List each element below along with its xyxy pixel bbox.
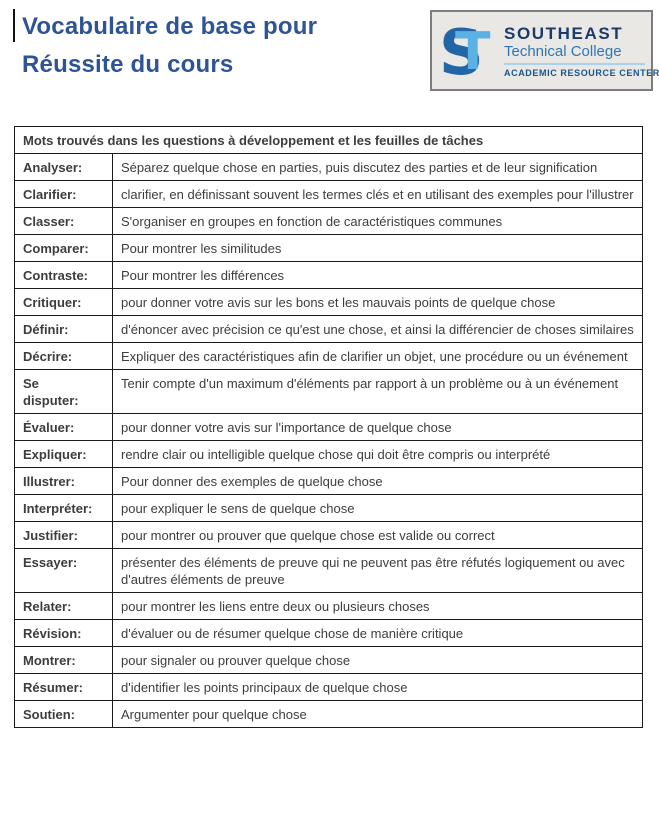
definition-cell: clarifier, en définissant souvent les te…: [112, 180, 643, 208]
table-row: Clarifier: clarifier, en définissant souv…: [14, 180, 643, 208]
term-cell: Illustrer:: [14, 467, 113, 495]
page-title: Vocabulaire de base pour Réussite du cou…: [22, 8, 317, 84]
term-cell: Interpréter:: [14, 494, 113, 522]
definition-cell: pour donner votre avis sur les bons et l…: [112, 288, 643, 316]
definition-cell: Pour montrer les différences: [112, 261, 643, 289]
term-cell: Contraste:: [14, 261, 113, 289]
table-row: Classer: S'organiser en groupes en foncti…: [14, 207, 643, 235]
page-title-line1: Vocabulaire de base pour: [22, 13, 318, 40]
vocab-table-body: Mots trouvés dans les questions à dévelo…: [14, 126, 643, 728]
vocab-table: Mots trouvés dans les questions à dévelo…: [14, 126, 643, 728]
term-cell: Décrire:: [14, 342, 113, 370]
table-row: Illustrer: Pour donner des exemples de qu…: [14, 467, 643, 495]
definition-cell: pour signaler ou prouver quelque chose: [112, 646, 643, 674]
term-cell: Critiquer:: [14, 288, 113, 316]
college-logo: S T SOUTHEAST Technical College ACADEMIC…: [430, 10, 659, 91]
table-row: Analyser: Séparez quelque chose en partie…: [14, 153, 643, 181]
table-row: Expliquer: rendre clair ou intelligible q…: [14, 440, 643, 468]
table-header-cell: Mots trouvés dans les questions à dévelo…: [14, 126, 643, 154]
definition-cell: d'énoncer avec précision ce qu'est une c…: [112, 315, 643, 343]
definition-cell: pour donner votre avis sur l'importance …: [112, 413, 643, 441]
logo-name-technical-college: Technical College: [504, 42, 622, 60]
definition-cell: présenter des éléments de preuve qui ne …: [112, 548, 643, 593]
term-cell: Relater:: [14, 592, 113, 620]
table-row: Essayer: présenter des éléments de preuve…: [14, 548, 643, 593]
term-cell: Révision:: [14, 619, 113, 647]
definition-cell: Séparez quelque chose en parties, puis d…: [112, 153, 643, 181]
table-row: Soutien: Argumenter pour quelque chose: [14, 700, 643, 728]
table-row: Révision: d'évaluer ou de résumer quelque…: [14, 619, 643, 647]
term-cell: Évaluer:: [14, 413, 113, 441]
monogram-t: T: [455, 22, 491, 82]
term-cell: Comparer:: [14, 234, 113, 262]
table-row: Critiquer: pour donner votre avis sur les…: [14, 288, 643, 316]
table-row: Définir: d'énoncer avec précision ce qu'e…: [14, 315, 643, 343]
term-cell: Résumer:: [14, 673, 113, 701]
table-row: Comparer: Pour montrer les similitudes: [14, 234, 643, 262]
table-row: Justifier: pour montrer ou prouver que qu…: [14, 521, 643, 549]
page-title-line2: Réussite du cours: [22, 51, 234, 78]
definition-cell: d'identifier les points principaux de qu…: [112, 673, 643, 701]
definition-cell: Tenir compte d'un maximum d'éléments par…: [112, 369, 643, 414]
table-row: Décrire: Expliquer des caractéristiques a…: [14, 342, 643, 370]
definition-cell: S'organiser en groupes en fonction de ca…: [112, 207, 643, 235]
table-row: Résumer: d'identifier les points principa…: [14, 673, 643, 701]
definition-cell: Pour donner des exemples de quelque chos…: [112, 467, 643, 495]
term-cell: Analyser:: [14, 153, 113, 181]
term-cell: Clarifier:: [14, 180, 113, 208]
term-cell: Essayer:: [14, 548, 113, 593]
table-row: Montrer: pour signaler ou prouver quelque…: [14, 646, 643, 674]
logo-divider: [504, 62, 645, 65]
term-cell: Soutien:: [14, 700, 113, 728]
table-row: Relater: pour montrer les liens entre deu…: [14, 592, 643, 620]
definition-cell: d'évaluer ou de résumer quelque chose de…: [112, 619, 643, 647]
logo-name-southeast: SOUTHEAST: [504, 23, 624, 43]
definition-cell: pour montrer les liens entre deux ou plu…: [112, 592, 643, 620]
definition-cell: pour expliquer le sens de quelque chose: [112, 494, 643, 522]
term-cell: Expliquer:: [14, 440, 113, 468]
table-row: Contraste: Pour montrer les différences: [14, 261, 643, 289]
term-cell: Montrer:: [14, 646, 113, 674]
logo-subtitle: ACADEMIC RESOURCE CENTER: [504, 67, 659, 78]
monogram-s: S: [442, 20, 484, 82]
term-cell: Se disputer:: [14, 369, 113, 414]
table-header-row: Mots trouvés dans les questions à dévelo…: [14, 126, 643, 154]
term-cell: Classer:: [14, 207, 113, 235]
st-monogram-icon: S T: [442, 20, 491, 82]
table-row: Évaluer: pour donner votre avis sur l'imp…: [14, 413, 643, 441]
text-cursor[interactable]: [13, 9, 15, 42]
definition-cell: Expliquer des caractéristiques afin de c…: [112, 342, 643, 370]
table-row: Se disputer: Tenir compte d'un maximum d'…: [14, 369, 643, 414]
definition-cell: rendre clair ou intelligible quelque cho…: [112, 440, 643, 468]
definition-cell: pour montrer ou prouver que quelque chos…: [112, 521, 643, 549]
definition-cell: Argumenter pour quelque chose: [112, 700, 643, 728]
term-cell: Justifier:: [14, 521, 113, 549]
logo-text-block: SOUTHEAST Technical College ACADEMIC RES…: [504, 23, 659, 78]
term-cell: Définir:: [14, 315, 113, 343]
table-row: Interpréter: pour expliquer le sens de qu…: [14, 494, 643, 522]
definition-cell: Pour montrer les similitudes: [112, 234, 643, 262]
